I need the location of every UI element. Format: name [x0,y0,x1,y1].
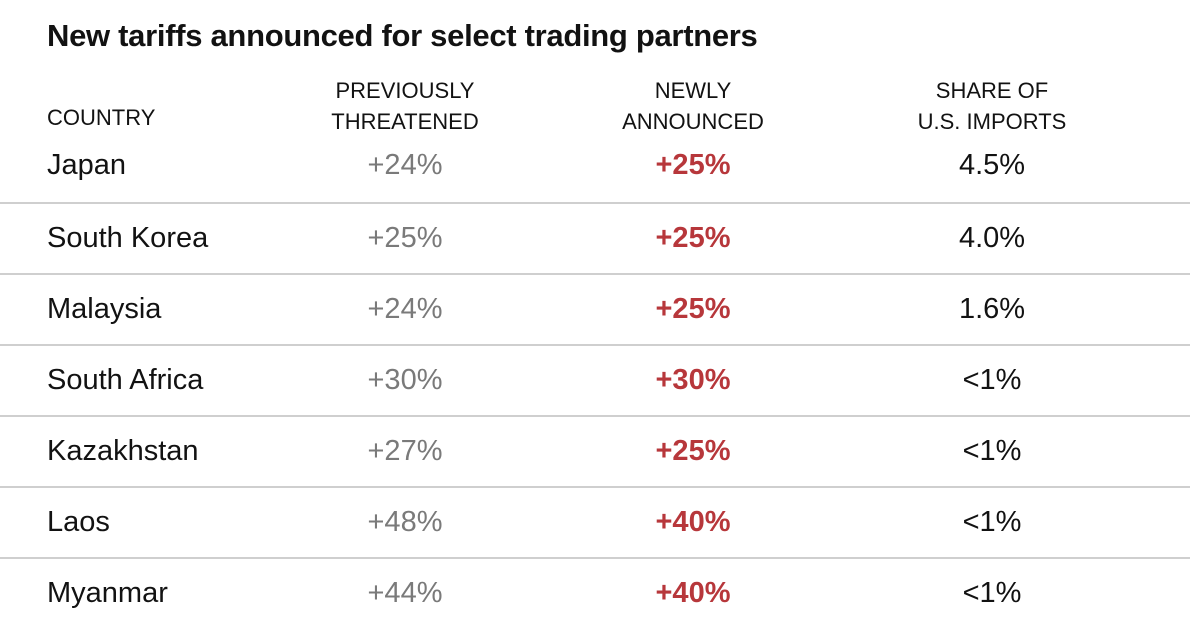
header-share-of-imports: SHARE OF U.S. IMPORTS [887,75,1097,137]
header-newly-line-2: ANNOUNCED [622,109,764,134]
previously-threatened-cell: +24% [367,149,443,181]
country-cell: South Africa [47,364,204,396]
country-cell: Japan [47,149,127,181]
share-of-imports-cell: <1% [962,506,1022,538]
country-cell: Malaysia [47,293,162,325]
header-previously-threatened: PREVIOUSLY THREATENED [300,75,510,137]
table-row: South Korea +25% +25% 4.0% [0,204,1190,275]
table-row: South Africa +30% +30% <1% [0,346,1190,417]
newly-announced-cell: +40% [655,577,731,609]
share-of-imports-cell: <1% [962,577,1022,609]
chart-title: New tariffs announced for select trading… [47,18,758,53]
newly-announced-cell: +25% [655,149,731,181]
share-of-imports-cell: 1.6% [958,293,1026,325]
previously-threatened-cell: +48% [367,506,443,538]
share-of-imports-cell: 4.5% [958,149,1026,181]
previously-threatened-cell: +27% [367,435,443,467]
share-of-imports-cell: 4.0% [958,222,1026,254]
table-row: Laos +48% +40% <1% [0,488,1190,559]
share-of-imports-cell: <1% [962,364,1022,396]
header-newly-announced: NEWLY ANNOUNCED [588,75,798,137]
country-cell: Laos [47,506,110,538]
header-previously-line-2: THREATENED [331,109,479,134]
table-body: Japan +24% +25% 4.5% South Korea +25% +2… [0,133,1190,630]
previously-threatened-cell: +44% [367,577,443,609]
newly-announced-cell: +25% [655,435,731,467]
newly-announced-cell: +40% [655,506,731,538]
share-of-imports-cell: <1% [962,435,1022,467]
country-cell: South Korea [47,222,209,254]
table-row: Malaysia +24% +25% 1.6% [0,275,1190,346]
header-share-line-1: SHARE OF [935,78,1049,103]
newly-announced-cell: +30% [655,364,731,396]
newly-announced-cell: +25% [655,293,731,325]
table-row: Japan +24% +25% 4.5% [0,133,1190,204]
previously-threatened-cell: +24% [367,293,443,325]
table-row: Kazakhstan +27% +25% <1% [0,417,1190,488]
previously-threatened-cell: +25% [367,222,443,254]
header-previously-line-1: PREVIOUSLY [335,78,475,103]
header-newly-line-1: NEWLY [654,78,732,103]
newly-announced-cell: +25% [655,222,731,254]
header-country: COUNTRY [47,105,156,130]
header-share-line-2: U.S. IMPORTS [917,109,1067,134]
table-row: Myanmar +44% +40% <1% [0,559,1190,630]
previously-threatened-cell: +30% [367,364,443,396]
country-cell: Myanmar [47,577,168,609]
country-cell: Kazakhstan [47,435,199,467]
